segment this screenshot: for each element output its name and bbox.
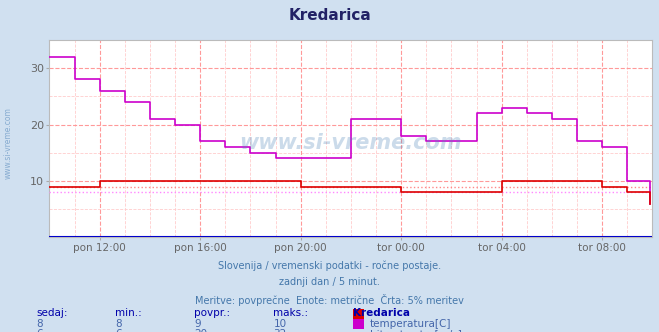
Text: povpr.:: povpr.: <box>194 308 231 318</box>
Text: zadnji dan / 5 minut.: zadnji dan / 5 minut. <box>279 277 380 287</box>
Text: 10: 10 <box>273 319 287 329</box>
Text: 20: 20 <box>194 329 208 332</box>
Text: Kredarica: Kredarica <box>288 8 371 23</box>
Text: maks.:: maks.: <box>273 308 308 318</box>
Text: 6: 6 <box>115 329 122 332</box>
Text: 6: 6 <box>36 329 43 332</box>
Text: Kredarica: Kredarica <box>353 308 409 318</box>
Text: min.:: min.: <box>115 308 142 318</box>
Text: sedaj:: sedaj: <box>36 308 68 318</box>
Text: 8: 8 <box>36 319 43 329</box>
Text: 8: 8 <box>115 319 122 329</box>
Text: www.si-vreme.com: www.si-vreme.com <box>240 132 462 153</box>
Text: temperatura[C]: temperatura[C] <box>370 319 451 329</box>
Text: Slovenija / vremenski podatki - ročne postaje.: Slovenija / vremenski podatki - ročne po… <box>218 261 441 271</box>
Text: Meritve: povprečne  Enote: metrične  Črta: 5% meritev: Meritve: povprečne Enote: metrične Črta:… <box>195 294 464 306</box>
Text: 32: 32 <box>273 329 287 332</box>
Text: 9: 9 <box>194 319 201 329</box>
Text: hitrost vetra[m/s]: hitrost vetra[m/s] <box>370 329 461 332</box>
Text: www.si-vreme.com: www.si-vreme.com <box>3 107 13 179</box>
